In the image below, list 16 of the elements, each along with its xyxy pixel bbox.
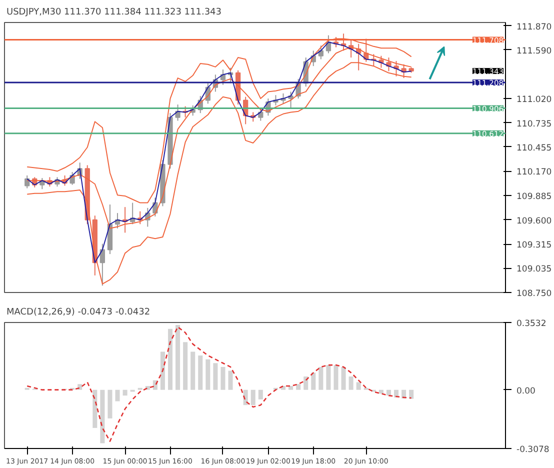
chart-title: MACD(12,26,9) -0.0473 -0.0432 — [6, 308, 150, 318]
y-tick-label: 111.870 — [516, 22, 552, 32]
y-tick-label: 110.170 — [516, 168, 552, 178]
y-tick-label: 109.885 — [516, 192, 552, 202]
chart-title: USDJPY,M30 111.370 111.384 111.323 111.343 — [6, 8, 222, 18]
y-tick-label: 111.590 — [516, 46, 552, 56]
y-tick-label: 110.735 — [516, 119, 552, 130]
y-tick-label: 0.3532 — [516, 319, 546, 329]
y-tick-label: 109.315 — [516, 240, 552, 251]
y-tick-label: 111.020 — [516, 95, 552, 106]
y-tick-label: 109.600 — [516, 216, 552, 226]
y-tick-label: 0.00 — [516, 386, 536, 396]
y-tick-label: 108.750 — [516, 289, 552, 299]
y-tick-label: 110.455 — [516, 143, 552, 154]
y-tick-label: 109.035 — [516, 264, 552, 275]
y-tick-label: -0.3078 — [516, 445, 550, 455]
